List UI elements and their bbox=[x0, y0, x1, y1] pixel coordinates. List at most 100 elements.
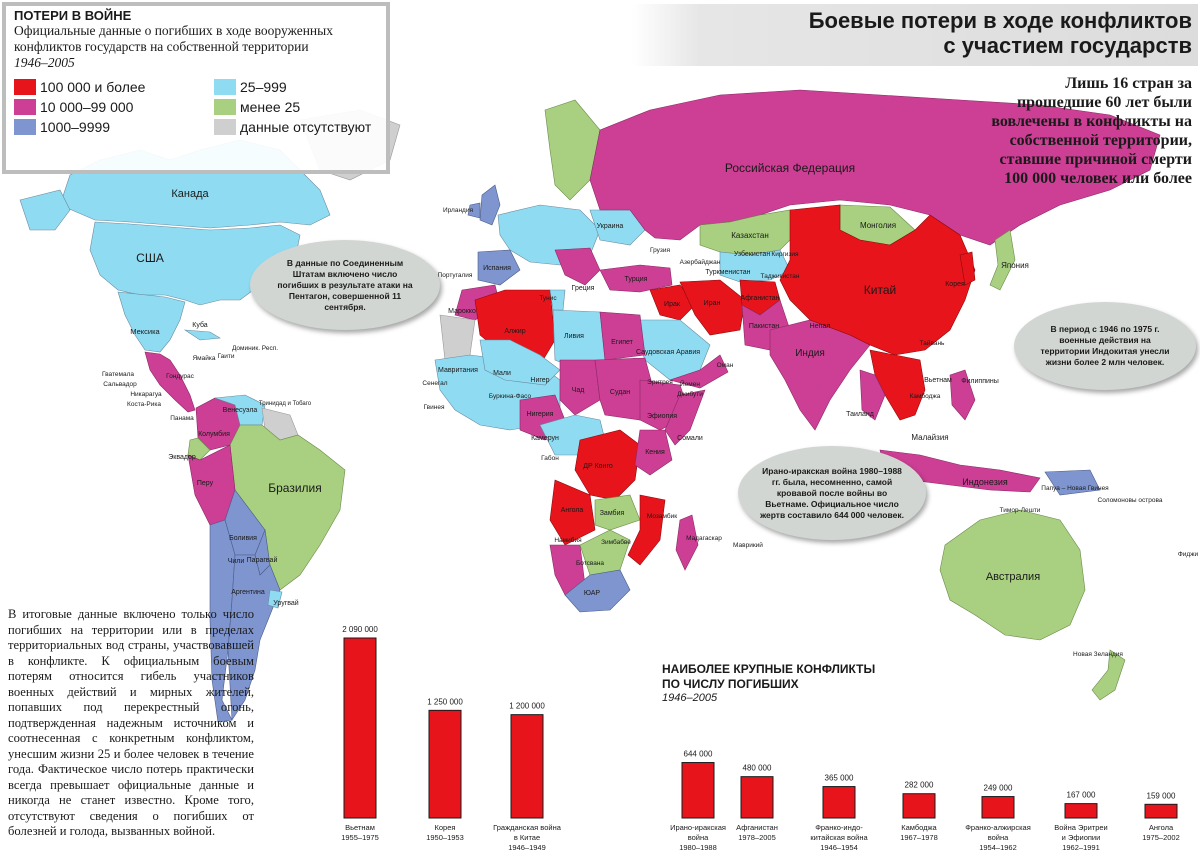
map-label-argentina: Аргентина bbox=[231, 589, 265, 596]
main-title-line2: с участием государств bbox=[943, 33, 1192, 58]
map-label-dominican: Доминик. Респ. bbox=[232, 345, 278, 352]
country-usa bbox=[89, 221, 301, 306]
legend-label: 1000–9999 bbox=[40, 119, 111, 135]
map-label-portugal: Португалия bbox=[438, 272, 473, 279]
legend-item: 10 000–99 000 bbox=[14, 99, 214, 115]
country-western-sahara bbox=[439, 314, 476, 361]
map-label-mauritania: Мавритания bbox=[438, 367, 478, 374]
map-label-ecuador: Эквадор bbox=[168, 454, 196, 461]
country-china bbox=[779, 204, 976, 356]
map-label-saudi: Саудовская Аравия bbox=[636, 349, 700, 356]
legend-item: 100 000 и более bbox=[14, 79, 214, 95]
map-label-burkina: Буркина-Фасо bbox=[489, 393, 532, 400]
map-label-colombia: Колумбия bbox=[198, 430, 230, 438]
map-label-brazil: Бразилия bbox=[268, 481, 322, 495]
map-label-india: Индия bbox=[795, 348, 825, 359]
country-botswana-zimbabwe bbox=[579, 529, 631, 576]
callout-indochina: В период с 1946 по 1975 г. военные дейст… bbox=[1014, 302, 1196, 390]
country-uk bbox=[479, 184, 501, 226]
map-label-kenya: Кения bbox=[645, 449, 665, 456]
map-label-yemen: Йемен bbox=[680, 379, 700, 388]
legend-label: 10 000–99 000 bbox=[40, 99, 134, 115]
country-somalia bbox=[664, 389, 706, 446]
map-label-philippines: Филиппины bbox=[961, 378, 999, 385]
country-australia bbox=[939, 509, 1086, 641]
legend-label: 100 000 и более bbox=[40, 79, 146, 95]
map-label-guinea: Гвинея bbox=[424, 404, 445, 411]
map-label-timor: Тимор-Лешти bbox=[1000, 507, 1041, 514]
map-label-spain: Испания bbox=[483, 265, 511, 272]
map-label-korea: Корея bbox=[945, 281, 965, 288]
map-label-costa-rica: Коста-Рика bbox=[127, 401, 161, 408]
legend-description: Официальные данные о погибших в ходе воо… bbox=[14, 23, 333, 54]
map-label-peru: Перу bbox=[197, 480, 214, 487]
map-label-haiti: Гаити bbox=[217, 353, 234, 360]
map-label-mozambique: Мозамбик bbox=[647, 512, 677, 520]
country-iraq bbox=[649, 284, 696, 321]
region-scandinavia bbox=[544, 99, 601, 201]
country-zambia bbox=[594, 494, 641, 531]
map-label-iran: Иран bbox=[704, 300, 721, 307]
map-label-uruguay: Уругвай bbox=[273, 599, 299, 607]
map-label-iraq: Ирак bbox=[664, 301, 681, 308]
map-label-solomon: Соломоновы острова bbox=[1098, 497, 1163, 504]
map-label-pakistan: Пакистан bbox=[749, 323, 779, 330]
country-ecuador bbox=[187, 437, 211, 461]
country-dr-congo bbox=[574, 429, 641, 501]
map-label-tunisia: Тунис bbox=[539, 295, 557, 302]
body-text: В итоговые данные включено только число … bbox=[8, 607, 254, 838]
map-label-ethiopia: Эфиопия bbox=[647, 413, 677, 420]
country-east-africa bbox=[634, 429, 673, 476]
map-label-china: Китай bbox=[864, 283, 896, 297]
region-central-asia bbox=[719, 249, 791, 283]
country-papua bbox=[1044, 469, 1101, 496]
callout-usa-text: В данные по Соединенным Штатам включено … bbox=[277, 257, 413, 312]
legend-title: ПОТЕРИ В ВОЙНЕ bbox=[14, 8, 132, 23]
map-label-ukraine: Украина bbox=[597, 223, 624, 230]
legend-swatch bbox=[14, 119, 36, 135]
map-label-oman: Оман bbox=[717, 362, 734, 369]
map-label-bolivia: Боливия bbox=[229, 535, 257, 542]
map-label-morocco: Марокко bbox=[448, 308, 476, 315]
map-label-trinidad: Тринидад и Тобаго bbox=[259, 401, 312, 407]
map-label-ireland: Ирландия bbox=[443, 207, 473, 214]
country-turkey bbox=[599, 264, 673, 293]
country-south-africa bbox=[564, 569, 631, 613]
main-title-line1: Боевые потери в ходе конфликтов bbox=[808, 8, 1192, 33]
map-label-tajikistan: Таджикистан bbox=[761, 273, 800, 280]
legend-swatch bbox=[214, 119, 236, 135]
map-label-turkey: Турция bbox=[625, 276, 648, 283]
country-angola bbox=[549, 479, 596, 546]
map-label-nicaragua: Никарагуа bbox=[130, 391, 162, 398]
map-label-japan: Япония bbox=[1001, 261, 1029, 270]
map-label-nepal: Непал bbox=[810, 323, 831, 330]
map-label-salvador: Сальвадор bbox=[103, 381, 137, 388]
legend-label: менее 25 bbox=[240, 99, 301, 115]
map-label-vietnam: Вьетнам bbox=[924, 377, 952, 384]
map-label-mauritius: Маврикий bbox=[733, 541, 763, 549]
country-alaska bbox=[19, 189, 71, 231]
map-label-nigeria: Нигерия bbox=[527, 411, 554, 418]
title-banner bbox=[632, 4, 1198, 66]
callout-indochina-text: В период с 1946 по 1975 г. военные дейст… bbox=[1040, 324, 1170, 367]
map-label-usa: США bbox=[136, 251, 164, 265]
map-label-russia: Российская Федерация bbox=[725, 161, 855, 175]
map-label-south-africa: ЮАР bbox=[584, 590, 601, 597]
map-label-greece: Греция bbox=[572, 285, 595, 292]
country-mali-niger bbox=[479, 339, 561, 386]
map-label-sudan: Судан bbox=[610, 389, 630, 396]
legend-label: данные отсутствуют bbox=[240, 119, 372, 135]
map-label-guatemala: Гватемала bbox=[102, 371, 134, 378]
legend-grid: 100 000 и более 25–999 10 000–99 000 мен… bbox=[14, 79, 378, 135]
legend-box: ПОТЕРИ В ВОЙНЕ Официальные данные о поги… bbox=[2, 2, 390, 174]
map-label-venezuela: Венесуэла bbox=[223, 407, 258, 414]
map-label-zimbabwe: Зимбабве bbox=[601, 538, 631, 546]
country-tunisia bbox=[549, 289, 566, 311]
map-label-gabon: Габон bbox=[541, 454, 559, 462]
country-new-zealand bbox=[1091, 649, 1126, 701]
country-cuba bbox=[183, 329, 221, 341]
country-spain bbox=[477, 249, 521, 286]
map-label-eritrea: Эритрея bbox=[647, 379, 673, 386]
map-label-madagascar: Мадагаскар bbox=[686, 535, 722, 542]
map-label-mongolia: Монголия bbox=[860, 221, 896, 230]
